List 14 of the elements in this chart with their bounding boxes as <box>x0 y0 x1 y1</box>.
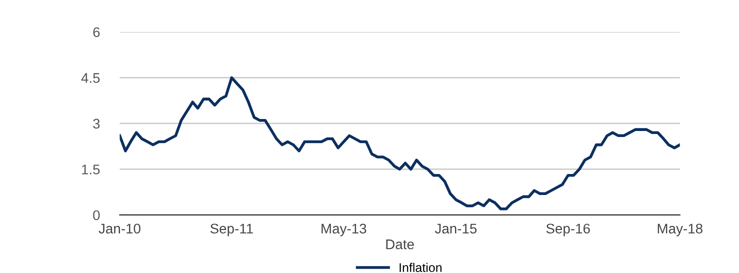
legend-label: Inflation <box>400 262 442 272</box>
y-tick-label: 6 <box>93 27 100 38</box>
line-series <box>120 76 680 210</box>
y-tick-label: 1.5 <box>82 164 100 174</box>
y-tick-label: 3 <box>93 118 100 129</box>
x-tick-label: May-13 <box>322 224 366 236</box>
x-tick-label: Jan-10 <box>98 224 140 234</box>
x-tick-label: Jan-15 <box>434 224 477 234</box>
x-tick-label: May-18 <box>658 224 702 236</box>
x-tick-label: Sep-11 <box>210 224 253 236</box>
y-tick-label: 4.5 <box>81 73 100 83</box>
x-axis-title: Date <box>386 240 414 250</box>
y-tick-label: 0 <box>93 210 100 220</box>
x-tick-label: Sep-16 <box>546 224 590 236</box>
